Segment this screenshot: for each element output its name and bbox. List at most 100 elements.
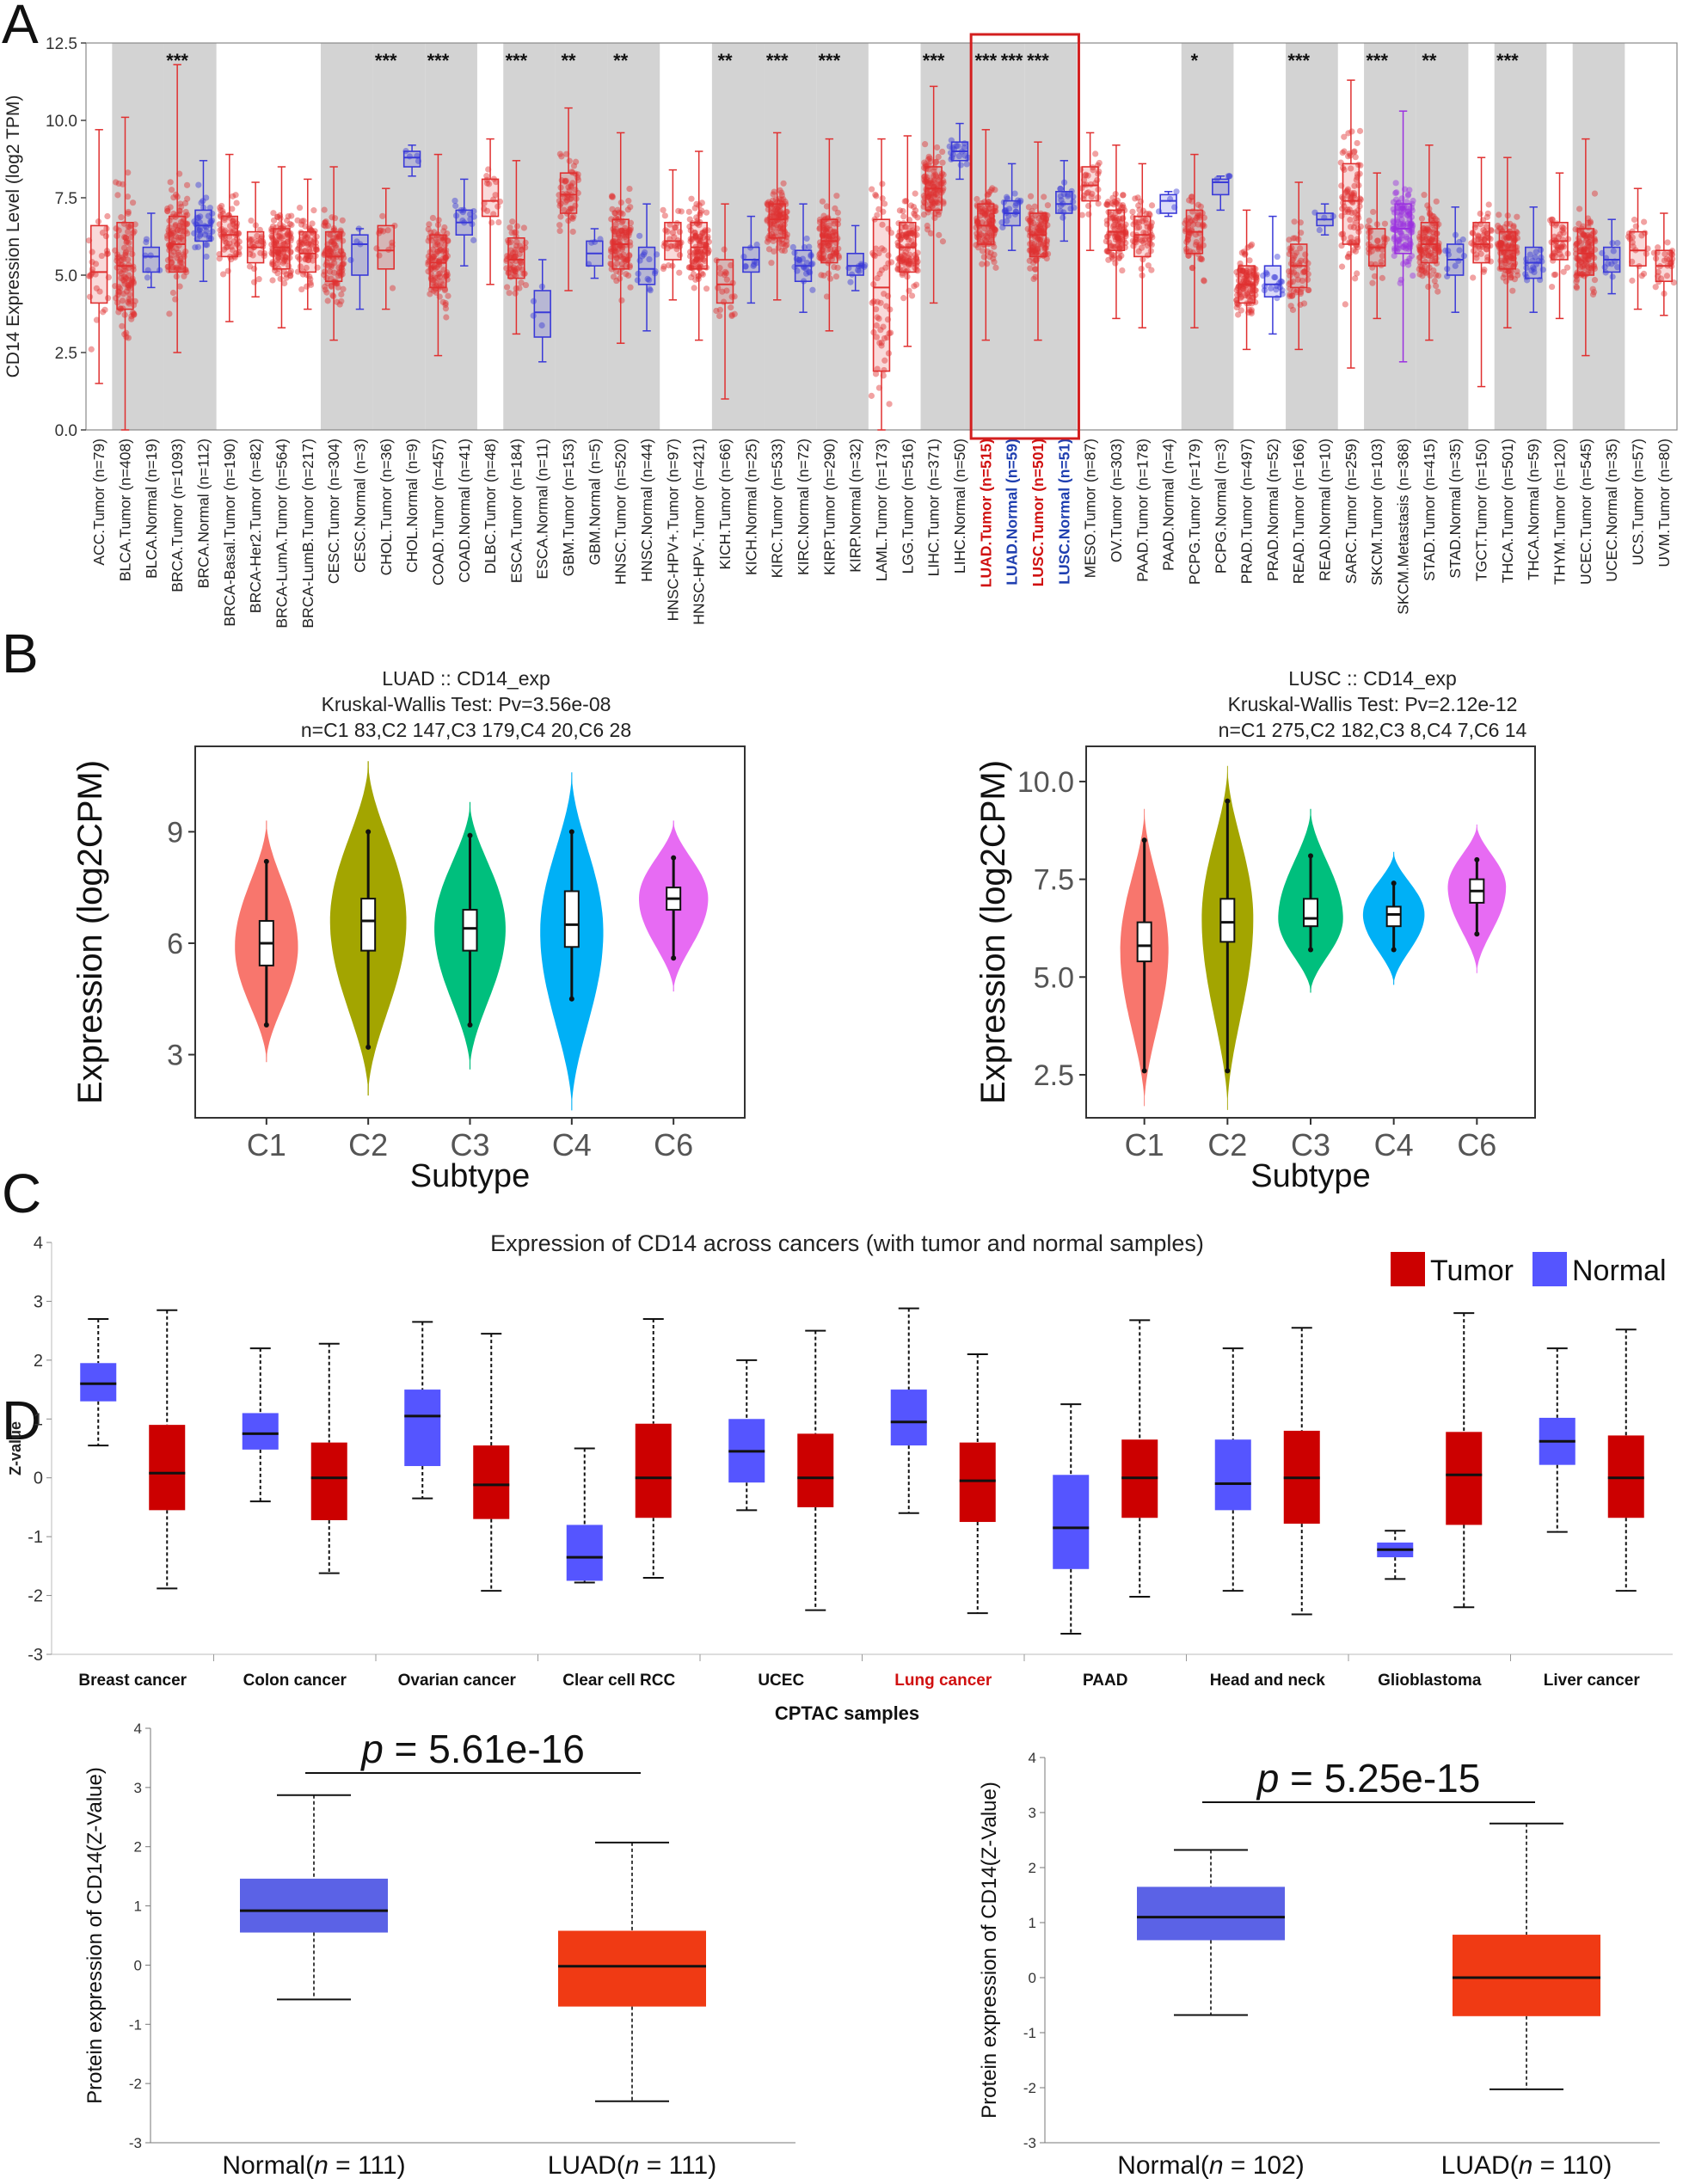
y-tick-label: 10.0 bbox=[46, 113, 77, 131]
point bbox=[219, 207, 226, 215]
point bbox=[120, 273, 127, 280]
box-uvm-tumor bbox=[1650, 212, 1677, 316]
box-hnsc-tumor bbox=[607, 132, 635, 344]
point bbox=[452, 202, 459, 210]
point bbox=[170, 229, 177, 236]
point bbox=[809, 286, 816, 293]
x-tick-label: STAD.Tumor (n=415) bbox=[1421, 439, 1438, 581]
point bbox=[302, 248, 309, 255]
point bbox=[1291, 218, 1298, 225]
point bbox=[302, 231, 309, 238]
point bbox=[490, 211, 497, 218]
point bbox=[287, 272, 294, 279]
point bbox=[175, 251, 182, 259]
point bbox=[101, 306, 108, 313]
point bbox=[273, 240, 280, 247]
point bbox=[169, 231, 175, 238]
point bbox=[257, 237, 264, 245]
point bbox=[616, 230, 623, 237]
point bbox=[1591, 277, 1599, 284]
point bbox=[569, 206, 576, 212]
point bbox=[169, 252, 175, 259]
point bbox=[1393, 189, 1400, 196]
x-tick-label: READ.Normal (n=10) bbox=[1317, 439, 1334, 581]
point bbox=[172, 233, 179, 240]
shade-kirp bbox=[816, 43, 869, 430]
point bbox=[306, 246, 313, 253]
point bbox=[335, 264, 342, 271]
point bbox=[307, 253, 314, 260]
point bbox=[433, 279, 439, 286]
point bbox=[304, 283, 310, 290]
point bbox=[869, 186, 875, 193]
x-tick-label: BRCA-LumB.Tumor (n=217) bbox=[299, 439, 316, 629]
point bbox=[120, 277, 126, 284]
x-tick-label: BRCA.Normal (n=112) bbox=[194, 439, 212, 588]
point bbox=[1576, 206, 1583, 212]
point bbox=[430, 287, 437, 294]
x-tick-label: OV.Tumor (n=303) bbox=[1108, 439, 1125, 562]
d-left-y-tick-label: 4 bbox=[134, 1721, 142, 1737]
point bbox=[164, 207, 171, 214]
c-y-tick-label: 3 bbox=[34, 1292, 43, 1311]
point bbox=[873, 193, 880, 199]
point bbox=[176, 260, 184, 267]
point bbox=[87, 273, 94, 279]
point bbox=[130, 311, 137, 318]
significance-label: * bbox=[1191, 50, 1199, 71]
point bbox=[1011, 190, 1018, 197]
point bbox=[1549, 283, 1556, 291]
point bbox=[119, 322, 126, 329]
point bbox=[1497, 225, 1504, 232]
c-box-tumor-colon-cancer bbox=[310, 1342, 347, 1574]
point bbox=[1425, 283, 1432, 291]
c-x-tick-label: Ovarian cancer bbox=[398, 1672, 517, 1690]
point bbox=[221, 235, 228, 242]
point bbox=[309, 220, 316, 227]
outlier-point bbox=[1225, 798, 1231, 804]
point bbox=[324, 298, 331, 304]
point bbox=[119, 298, 126, 304]
x-tick-label: CHOL.Tumor (n=36) bbox=[378, 439, 395, 575]
box-body bbox=[404, 1390, 441, 1467]
point bbox=[168, 187, 175, 193]
box-brca-basal-tumor bbox=[216, 153, 243, 322]
point bbox=[522, 244, 529, 251]
point bbox=[273, 248, 280, 255]
point bbox=[303, 253, 310, 260]
n-value: = 111) bbox=[329, 2151, 406, 2180]
point bbox=[436, 247, 444, 254]
c-legend-tumor-label: Tumor bbox=[1430, 1255, 1514, 1287]
point bbox=[335, 284, 341, 291]
point bbox=[126, 285, 133, 292]
point bbox=[512, 248, 519, 256]
point bbox=[688, 273, 695, 281]
point bbox=[1197, 255, 1204, 262]
point bbox=[432, 274, 439, 281]
point bbox=[118, 256, 125, 263]
c-box-normal-clear-cell-rcc bbox=[566, 1447, 603, 1584]
point bbox=[512, 253, 519, 260]
n-symbol: n bbox=[625, 2151, 640, 2180]
c-box-normal-liver-cancer bbox=[1539, 1347, 1576, 1533]
x-tick-label: GBM.Tumor (n=153) bbox=[560, 439, 577, 576]
point bbox=[121, 280, 128, 287]
point bbox=[879, 195, 886, 202]
x-tick-label: READ.Tumor (n=166) bbox=[1290, 439, 1307, 584]
point bbox=[126, 283, 132, 290]
point bbox=[900, 213, 907, 220]
c-box-normal-ucec bbox=[728, 1359, 765, 1512]
point bbox=[169, 265, 176, 272]
x-tick-label: BRCA-LumA.Tumor (n=564) bbox=[273, 439, 290, 629]
x-tick-label: COAD.Normal (n=41) bbox=[456, 439, 473, 583]
box-body bbox=[1055, 191, 1073, 214]
point bbox=[1421, 192, 1428, 199]
point bbox=[274, 256, 281, 263]
point bbox=[144, 274, 151, 281]
point bbox=[569, 228, 576, 236]
point bbox=[122, 235, 130, 242]
x-tick-label: LUSC.Normal (n=51) bbox=[1055, 439, 1072, 585]
point bbox=[957, 162, 964, 169]
b-right-y-tick-label: 10.0 bbox=[1017, 766, 1074, 799]
y-axis-label: CD14 Expression Level (log2 TPM) bbox=[3, 95, 23, 378]
